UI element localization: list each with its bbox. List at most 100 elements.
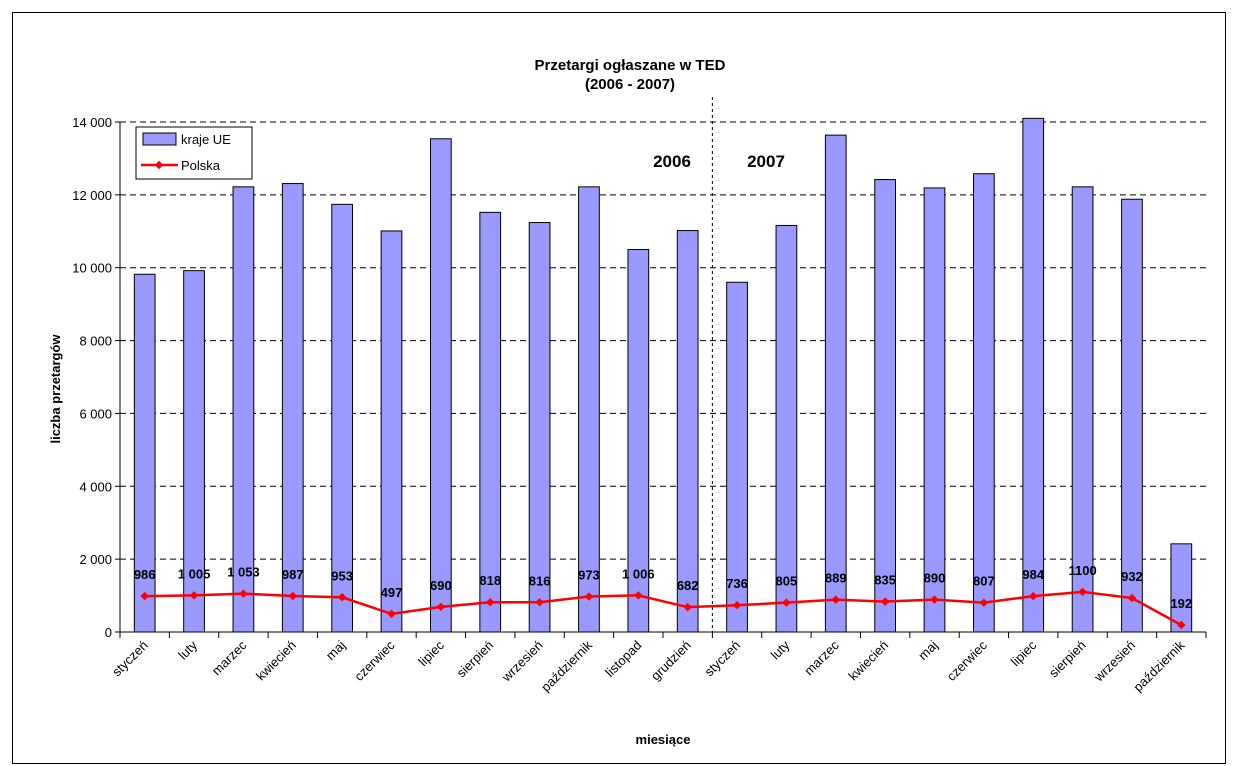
category-label: kwiecień xyxy=(253,638,299,684)
legend-swatch-kraje-ue xyxy=(142,132,177,146)
data-label-polska: 497 xyxy=(381,585,403,600)
data-label-polska: 1 006 xyxy=(622,566,655,581)
chart-subtitle: (2006 - 2007) xyxy=(585,76,675,93)
category-label: listopad xyxy=(602,638,644,680)
legend-marker-polska xyxy=(154,160,164,170)
bar xyxy=(380,230,403,633)
y-tick-label: 2 000 xyxy=(79,552,112,567)
category-label: październik xyxy=(1130,637,1187,694)
data-label-polska: 987 xyxy=(282,567,304,582)
y-axis-title: liczba przetargów xyxy=(48,334,63,444)
data-label-polska: 690 xyxy=(430,578,452,593)
legend: kraje UE Polska xyxy=(135,126,253,180)
data-labels: 986 1 005 1 053 987 953 497 690 818 816 973 1 006 6… xyxy=(134,563,1192,611)
polska-marker xyxy=(930,595,939,604)
y-tick-label: 12 000 xyxy=(72,188,112,203)
category-label: styczeń xyxy=(109,638,151,680)
data-label-polska: 192 xyxy=(1170,596,1192,611)
category-label: sierpień xyxy=(1046,638,1089,681)
data-label-polska: 1100 xyxy=(1068,563,1096,578)
bar xyxy=(429,138,452,633)
data-label-polska: 835 xyxy=(874,573,896,588)
bar xyxy=(281,183,304,633)
chart-svg: Przetargi ogłaszane w TED (2006 - 2007) … xyxy=(48,57,1207,747)
polska-marker xyxy=(436,602,446,612)
polska-marker xyxy=(1177,620,1186,630)
polska-marker xyxy=(288,591,298,601)
legend-label-kraje-ue: kraje UE xyxy=(181,132,231,147)
data-label-polska: 932 xyxy=(1121,569,1143,584)
category-label: styczeń xyxy=(701,638,743,680)
polska-marker xyxy=(535,598,544,607)
category-label: grudzień xyxy=(648,638,694,684)
polska-marker xyxy=(584,592,594,601)
bar xyxy=(972,173,995,633)
category-label: lipiec xyxy=(415,637,447,669)
polska-marker xyxy=(634,591,643,600)
y-tick-label: 6 000 xyxy=(79,406,112,421)
category-label: wrzesień xyxy=(1090,638,1138,686)
year-label-2007: 2007 xyxy=(747,152,785,171)
category-label: luty xyxy=(768,637,793,662)
category-label: październik xyxy=(538,637,595,694)
data-label-polska: 889 xyxy=(825,571,847,586)
y-tick-label: 10 000 xyxy=(72,261,112,276)
polska-marker xyxy=(485,597,495,607)
chart-frame: Przetargi ogłaszane w TED (2006 - 2007) … xyxy=(12,12,1226,764)
data-label-polska: 682 xyxy=(677,578,699,593)
data-label-polska: 736 xyxy=(726,576,748,591)
data-label-polska: 1 053 xyxy=(227,565,260,580)
bar xyxy=(775,224,798,633)
y-tick-label: 0 xyxy=(105,625,112,640)
category-label: maj xyxy=(915,637,940,662)
legend-label-polska: Polska xyxy=(181,158,221,173)
polska-marker xyxy=(387,609,396,619)
polska-marker xyxy=(979,598,989,607)
category-label: marzec xyxy=(801,637,842,678)
data-label-polska: 807 xyxy=(973,574,995,589)
year-label-2006: 2006 xyxy=(653,152,691,171)
data-label-polska: 890 xyxy=(924,571,946,586)
y-tick-label: 8 000 xyxy=(79,334,112,349)
polska-marker xyxy=(1028,591,1038,601)
category-label: luty xyxy=(175,637,200,662)
category-label: maj xyxy=(323,637,348,662)
polska-marker xyxy=(1127,593,1137,603)
bar xyxy=(578,186,600,633)
y-tick-label: 14 000 xyxy=(72,115,112,130)
bar xyxy=(824,134,847,633)
bar xyxy=(528,222,551,633)
polska-marker xyxy=(1078,587,1087,597)
data-label-polska: 818 xyxy=(479,573,501,588)
polska-line xyxy=(144,590,1182,627)
bar xyxy=(479,211,502,633)
x-axis-title: miesiące xyxy=(636,732,691,747)
data-label-polska: 973 xyxy=(578,568,600,583)
category-label: sierpień xyxy=(454,638,497,681)
bar-series-kraje-ue xyxy=(133,117,1193,633)
data-label-polska: 953 xyxy=(331,568,353,583)
bar xyxy=(874,179,897,633)
polska-marker xyxy=(880,597,890,606)
bar xyxy=(1170,543,1193,633)
bar xyxy=(1022,117,1045,633)
y-tick-label: 4 000 xyxy=(79,479,112,494)
polska-marker xyxy=(782,598,791,607)
data-label-polska: 986 xyxy=(134,567,156,582)
polska-marker xyxy=(337,593,347,602)
category-label: kwiecień xyxy=(845,638,891,684)
category-label: czerwiec xyxy=(351,637,398,684)
data-label-polska: 1 005 xyxy=(178,566,211,581)
category-label: marzec xyxy=(209,637,250,678)
polska-marker xyxy=(683,602,692,612)
data-label-polska: 816 xyxy=(529,573,551,588)
bar xyxy=(1121,198,1143,633)
category-label: czerwiec xyxy=(944,637,991,684)
category-label: wrzesień xyxy=(498,638,546,686)
category-label: lipiec xyxy=(1008,637,1040,669)
bar xyxy=(923,187,946,633)
chart-title: Przetargi ogłaszane w TED xyxy=(535,57,726,74)
data-label-polska: 805 xyxy=(776,574,798,589)
bar xyxy=(676,230,699,633)
polska-marker xyxy=(732,600,742,610)
